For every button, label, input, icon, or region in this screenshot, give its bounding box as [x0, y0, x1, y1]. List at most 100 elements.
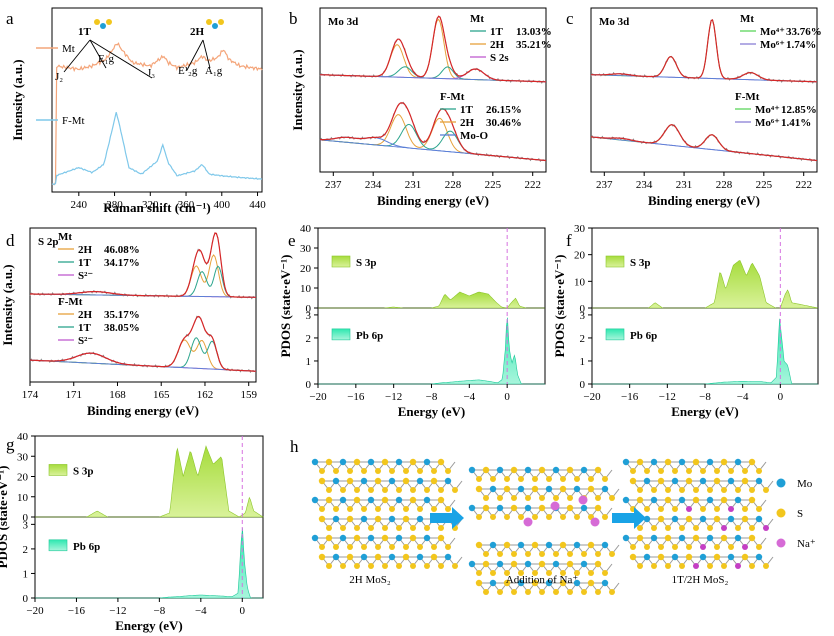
s-atom	[637, 525, 643, 531]
s-atom	[742, 544, 748, 550]
legend-label: Mo⁶⁺	[760, 39, 785, 51]
s-atom	[748, 458, 756, 466]
s-atom	[353, 458, 361, 466]
s-atom	[368, 525, 374, 531]
s-atom	[581, 551, 587, 557]
mo-atom	[468, 504, 476, 512]
s-atom	[424, 563, 430, 569]
s-atom	[560, 514, 566, 520]
plot-frame	[317, 227, 546, 309]
s-atom	[325, 458, 333, 466]
x-tick-label: −20	[26, 605, 44, 617]
s-atom	[664, 458, 672, 466]
s-atom	[382, 563, 388, 569]
mo-atom	[332, 553, 340, 561]
s-atom	[686, 468, 692, 474]
s-atom	[374, 515, 382, 523]
legend-title: F-Mt	[440, 91, 465, 103]
s-atom	[630, 544, 636, 550]
y-tick-label: 3	[23, 519, 29, 531]
s-atom	[672, 544, 678, 550]
sulfur-atom-icon	[94, 19, 100, 25]
legend-swatch	[331, 255, 351, 268]
series-label: F-Mt	[62, 115, 85, 127]
mo-atom	[699, 553, 707, 561]
s-atom	[539, 551, 545, 557]
legend-value: 12.85%	[781, 104, 817, 116]
s-atom	[410, 563, 416, 569]
x-axis-label: Energy (eV)	[671, 404, 739, 419]
legend-swatch	[331, 328, 351, 341]
x-tick-label: 280	[106, 199, 123, 211]
s-atom	[721, 525, 727, 531]
panel-letter: e	[288, 231, 296, 250]
mo-atom	[517, 579, 525, 587]
x-tick-label: 234	[365, 179, 382, 191]
s-atom	[347, 468, 353, 474]
s-atom	[403, 506, 409, 512]
s-atom	[566, 560, 574, 568]
s-atom	[347, 506, 353, 512]
mo-atom	[517, 485, 525, 493]
s-atom	[538, 504, 546, 512]
legend-label: Mo⁶⁺	[755, 117, 780, 129]
s-atom	[518, 570, 524, 576]
s-atom	[368, 563, 374, 569]
component-peak	[319, 123, 547, 161]
mo-atom	[524, 560, 532, 568]
s-atom	[375, 468, 381, 474]
s-atom	[375, 544, 381, 550]
na-ion	[578, 495, 588, 505]
s-atom	[452, 563, 458, 569]
s-atom	[340, 563, 346, 569]
x-tick-label: −4	[463, 391, 475, 403]
x-tick-label: 228	[716, 179, 733, 191]
fit-envelope	[590, 124, 818, 162]
mo-atom	[496, 560, 504, 568]
sulfur-atom-icon	[206, 19, 212, 25]
s-atom	[636, 496, 644, 504]
legend-value: 1.74%	[786, 39, 816, 51]
mo-atom	[671, 477, 679, 485]
mo-atom	[332, 477, 340, 485]
s-atom	[382, 525, 388, 531]
arrow-right-icon	[430, 507, 464, 529]
y-tick-label: 1	[23, 568, 29, 580]
mo-atom	[643, 477, 651, 485]
s-atom	[567, 495, 573, 501]
y-axis-label: Intensity (a.u.)	[290, 49, 305, 130]
s-atom	[375, 506, 381, 512]
legend-value: 38.05%	[104, 322, 140, 334]
s-atom	[609, 589, 615, 595]
s-atom	[483, 495, 489, 501]
mo-atom	[573, 485, 581, 493]
legend-title: Mt	[470, 13, 484, 25]
s-atom	[525, 589, 531, 595]
s-atom	[749, 525, 755, 531]
y-tick-label: 3	[580, 310, 586, 322]
y-tick-label: 10	[574, 276, 586, 288]
s-atom	[538, 560, 546, 568]
s-atom	[713, 553, 721, 561]
s-atom	[657, 553, 665, 561]
s-atom	[532, 514, 538, 520]
panel-c: c 237 234 231 228 225 222 Binding energy (eV) Mo…	[566, 7, 822, 208]
s-atom	[476, 514, 482, 520]
mo-atom	[489, 485, 497, 493]
mo-atom	[423, 496, 431, 504]
s-atom	[735, 563, 741, 569]
y-tick-label: 2	[306, 333, 312, 345]
s-atom	[402, 477, 410, 485]
s-atom	[437, 496, 445, 504]
s-atom	[692, 458, 700, 466]
molybdenum-atom-icon	[212, 23, 218, 29]
mo-atom	[311, 496, 319, 504]
sulfur-atom-icon	[106, 19, 112, 25]
mo-atom	[311, 534, 319, 542]
s-atom	[482, 560, 490, 568]
s-atom	[665, 525, 671, 531]
panel-letter: h	[290, 437, 299, 456]
s-atom	[721, 487, 727, 493]
y-tick-label: 10	[17, 492, 29, 504]
s-atom	[720, 534, 728, 542]
